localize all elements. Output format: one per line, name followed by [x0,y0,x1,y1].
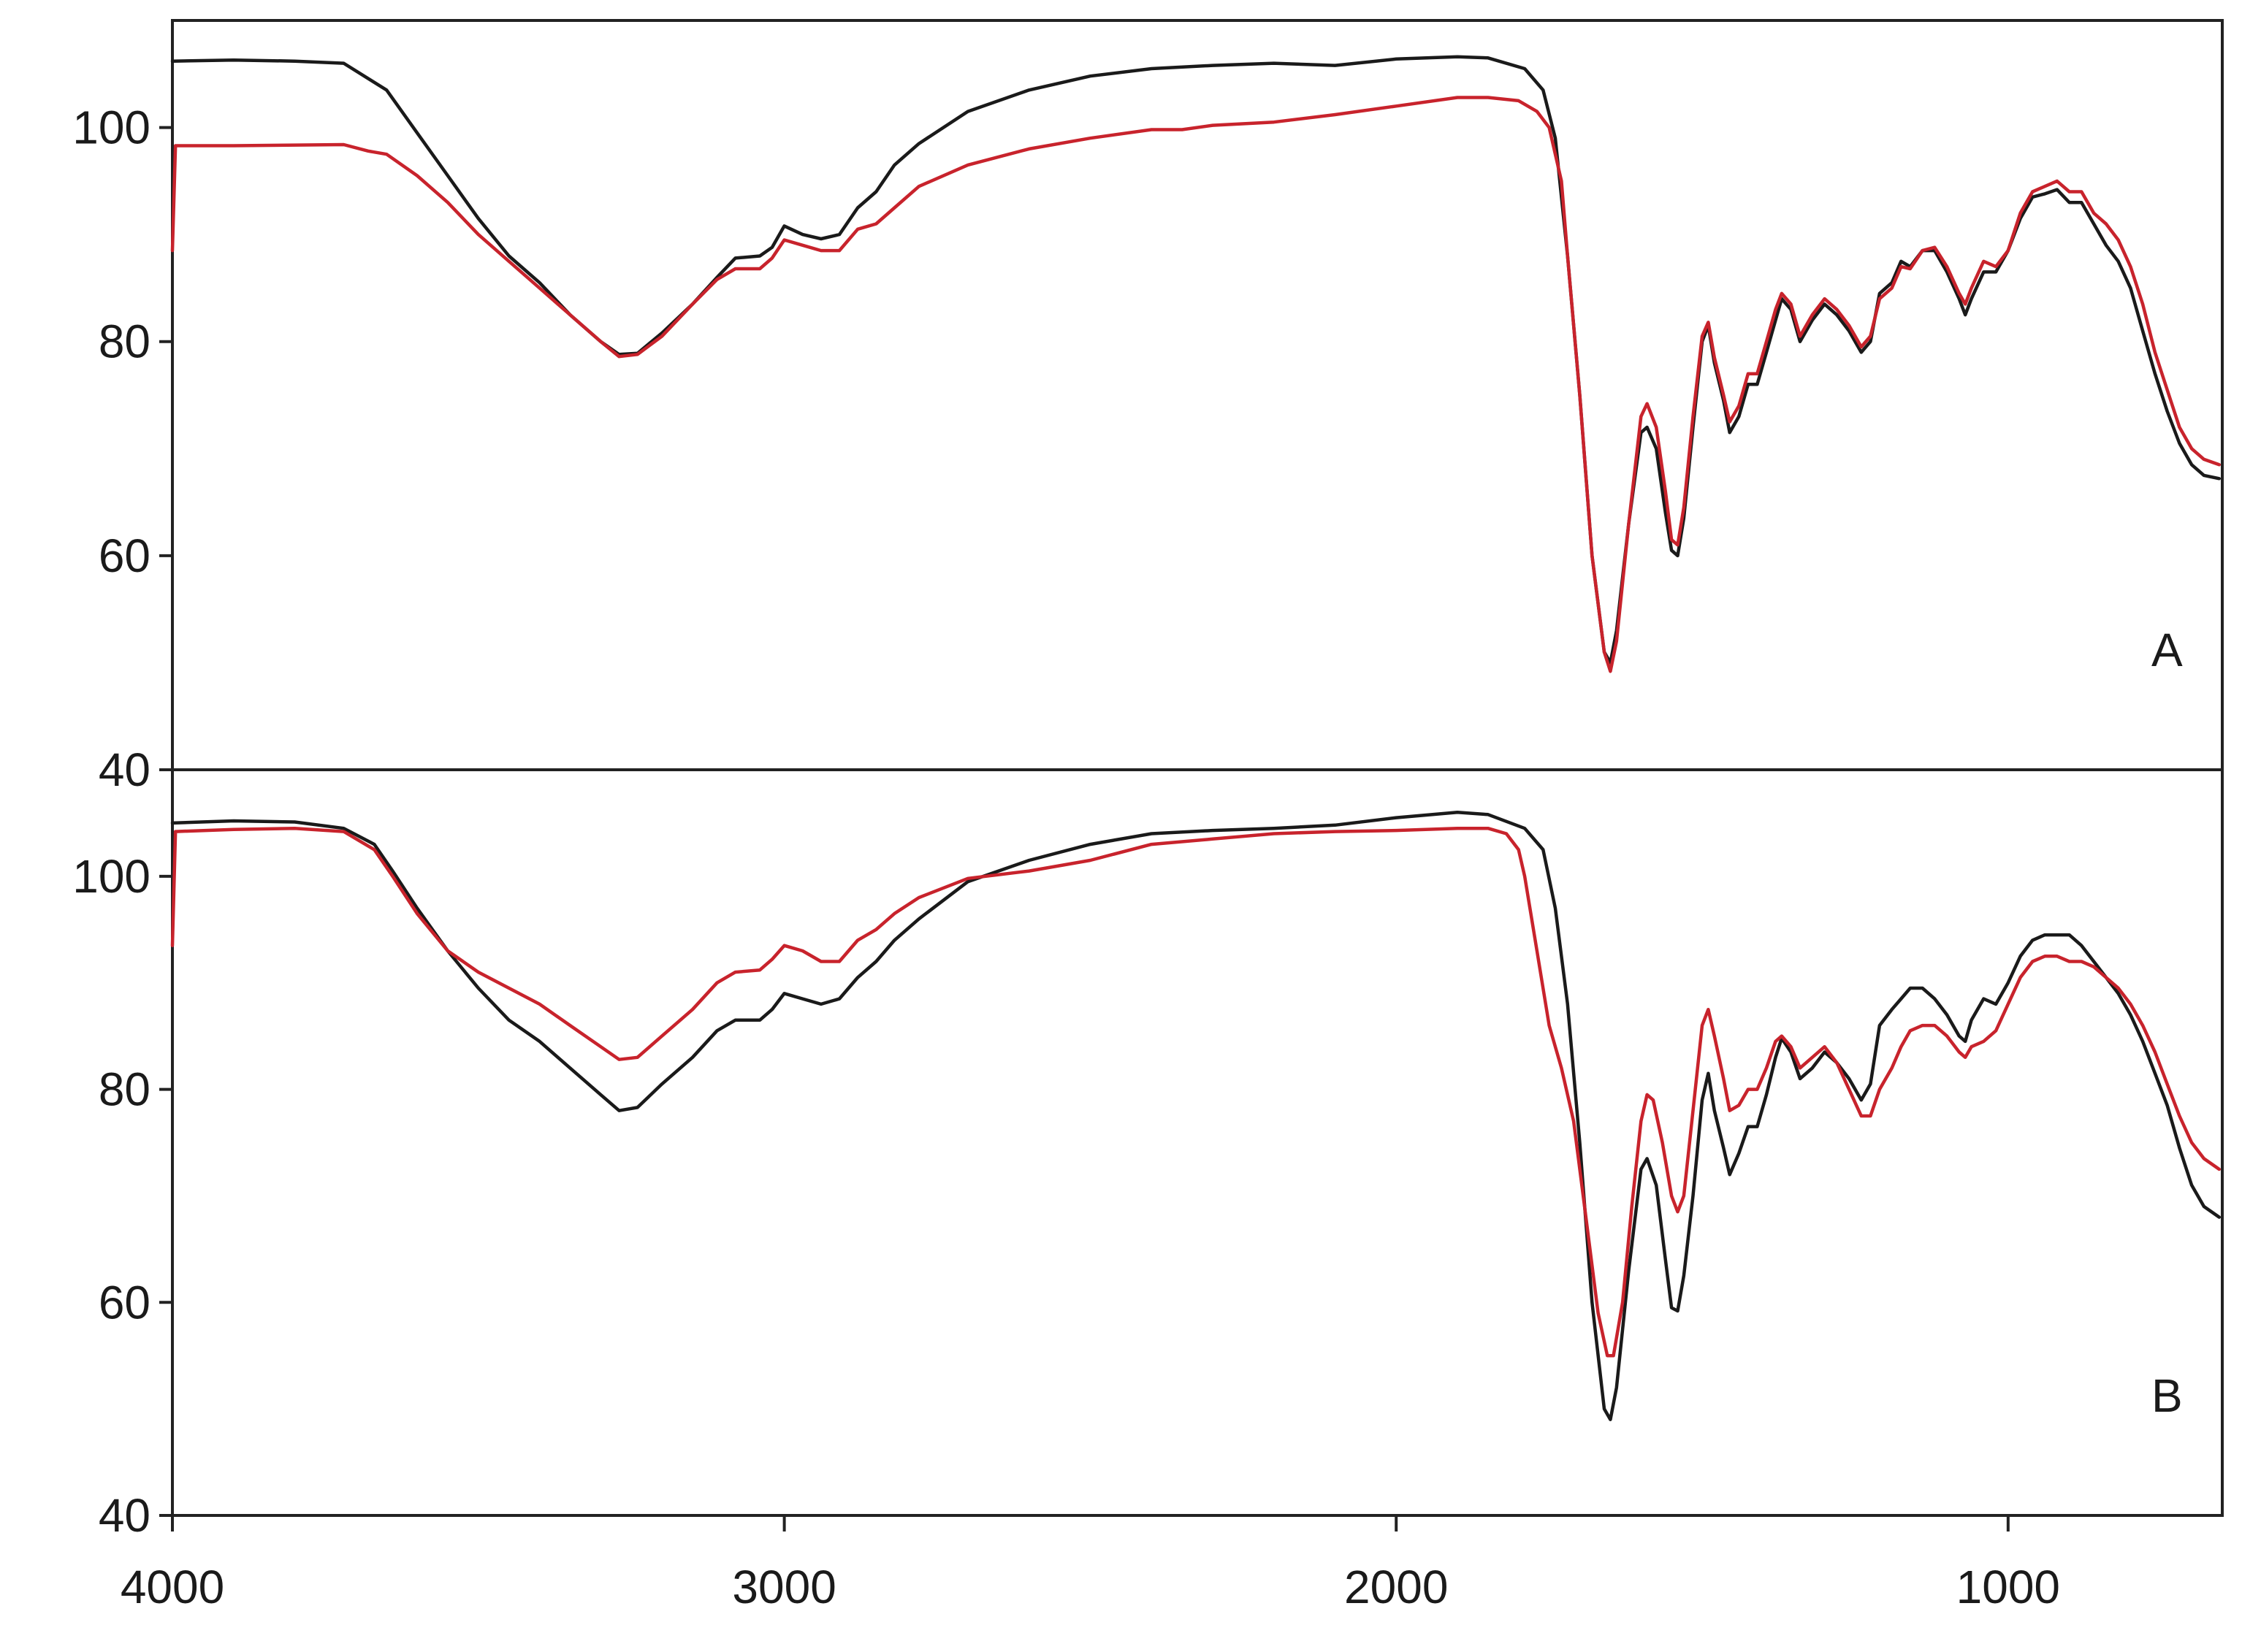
plot-frame-a [171,19,2224,771]
y-tick-label: 60 [99,529,150,582]
y-tick-label: 80 [99,1063,150,1116]
x-tick-label: 3000 [732,1561,836,1613]
panel-label-a: A [2151,624,2183,676]
series-line-red [170,96,2222,673]
y-tick-label: 100 [72,102,150,154]
plot-frame-b [171,768,2224,1517]
series-line-black [170,55,2222,665]
y-tick-label: 60 [99,1276,150,1328]
y-tick-label: 100 [72,850,150,903]
x-tick-label: 4000 [121,1561,224,1613]
y-tick-label: 80 [99,316,150,368]
series-line-red [170,826,2222,1358]
panel-b: 40 60 80 100 B [72,768,2224,1542]
series-line-black [170,811,2222,1421]
x-tick-label: 2000 [1344,1561,1448,1613]
panel-label-b: B [2151,1369,2183,1422]
x-axis: 4000 3000 2000 1000 [121,1515,2060,1613]
panel-a: 40 60 80 100 A [72,19,2224,796]
x-tick-label: 1000 [1956,1561,2060,1613]
y-tick-label: 40 [99,743,150,796]
y-tick-label: 40 [99,1489,150,1542]
